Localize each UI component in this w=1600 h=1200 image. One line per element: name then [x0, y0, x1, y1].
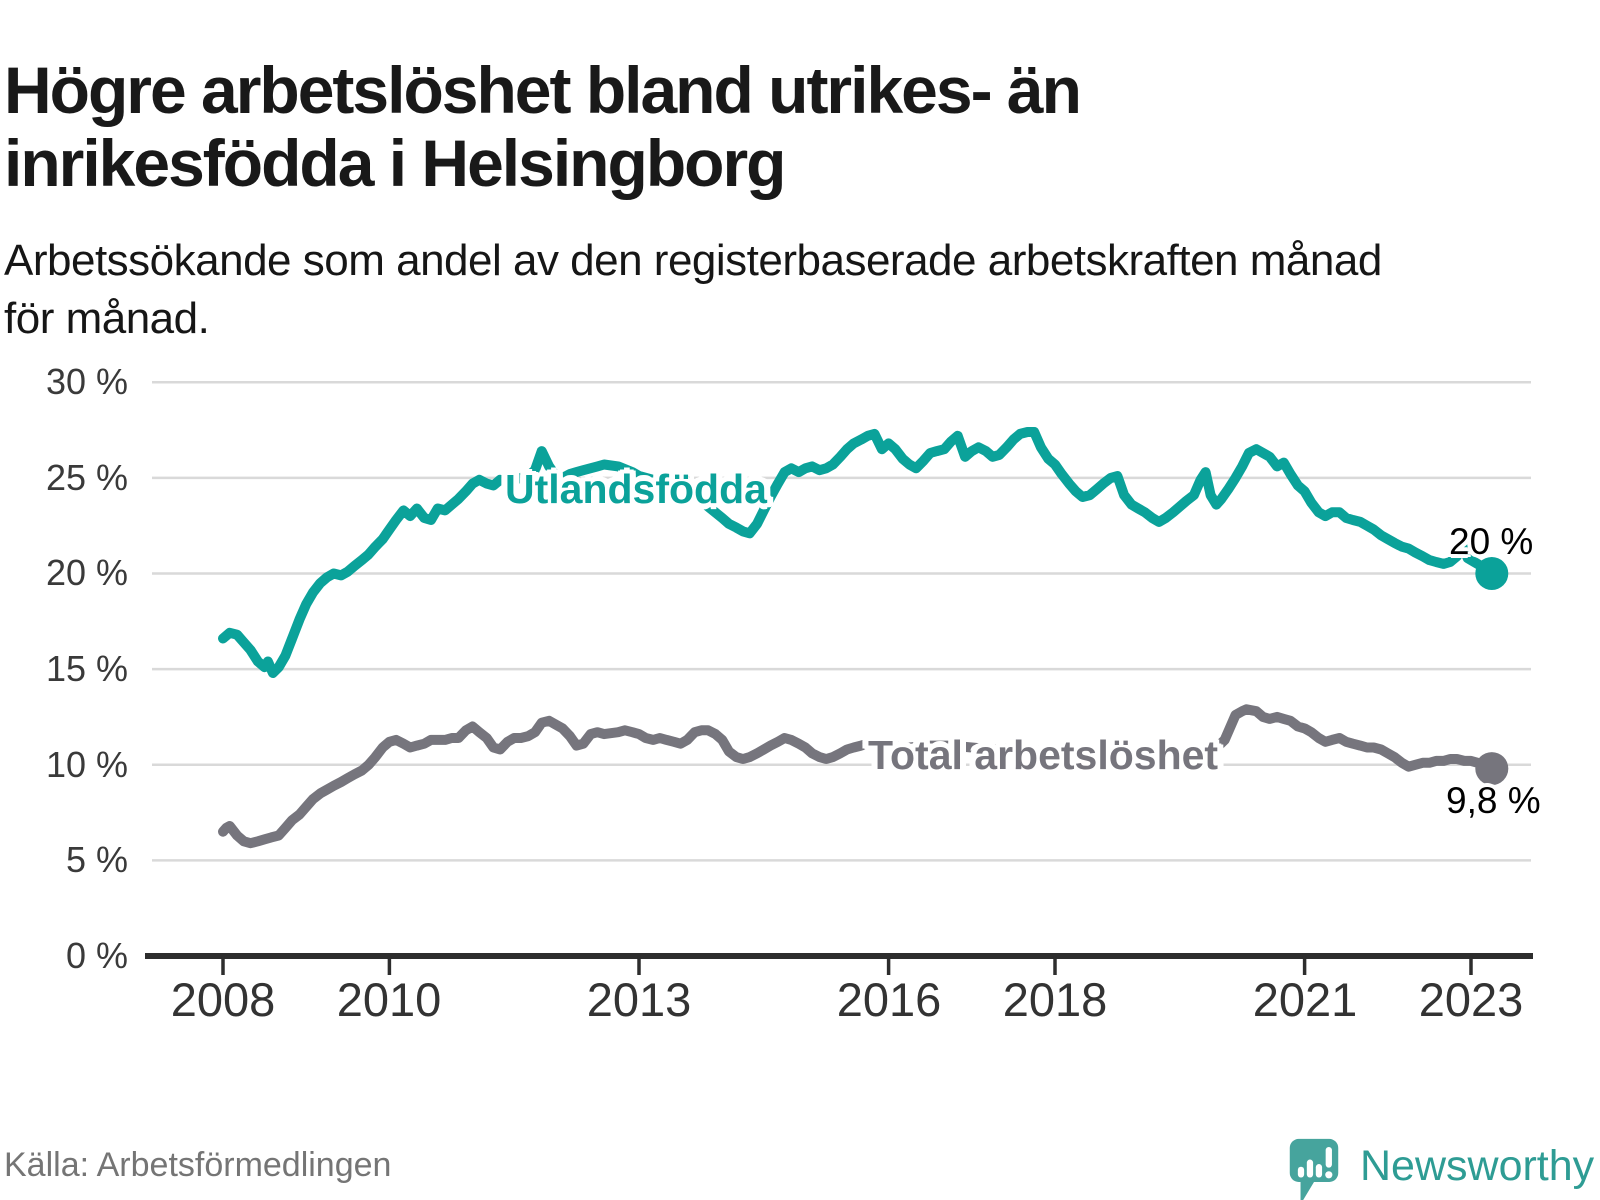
source-note: Källa: Arbetsförmedlingen [4, 1146, 392, 1184]
y-axis-tick-label: 15 % [45, 648, 128, 689]
page-title: Högre arbetslöshet bland utrikes- än inr… [4, 54, 1564, 200]
x-axis-tick-label: 2010 [336, 973, 442, 1026]
end-value-label-total: 9,8 % [1446, 780, 1541, 821]
y-axis-tick-label: 0 % [65, 935, 128, 976]
title-line-2: inrikesfödda i Helsingborg [4, 126, 786, 201]
title-line-1: Högre arbetslöshet bland utrikes- än [4, 53, 1082, 128]
x-axis-tick-label: 2023 [1418, 973, 1524, 1026]
series-label-utlandsfodda: Utlandsfödda [505, 466, 767, 512]
y-axis-tick-label: 25 % [45, 457, 128, 498]
newsworthy-logo-text: Newsworthy [1360, 1142, 1595, 1190]
y-axis-tick-label: 5 % [65, 839, 128, 880]
y-axis-tick-label: 30 % [45, 361, 128, 402]
x-axis-tick-label: 2016 [836, 973, 942, 1026]
end-value-label-utlandsfodda: 20 % [1449, 521, 1534, 562]
chart-subtitle: Arbetssökande som andel av den registerb… [4, 232, 1564, 348]
x-axis-tick-label: 2013 [586, 973, 692, 1026]
x-axis-tick-label: 2021 [1252, 973, 1358, 1026]
y-axis-tick-label: 10 % [45, 744, 128, 785]
subtitle-line-1: Arbetssökande som andel av den registerb… [4, 236, 1382, 285]
subtitle-line-2: för månad. [4, 294, 210, 343]
x-axis-tick-label: 2008 [170, 973, 276, 1026]
newsworthy-logo-icon [1289, 1138, 1339, 1200]
series-label-total-arbetsloshet: Total arbetslöshet [868, 732, 1219, 778]
y-axis-tick-label: 20 % [45, 552, 128, 593]
x-axis-tick-label: 2018 [1002, 973, 1108, 1026]
